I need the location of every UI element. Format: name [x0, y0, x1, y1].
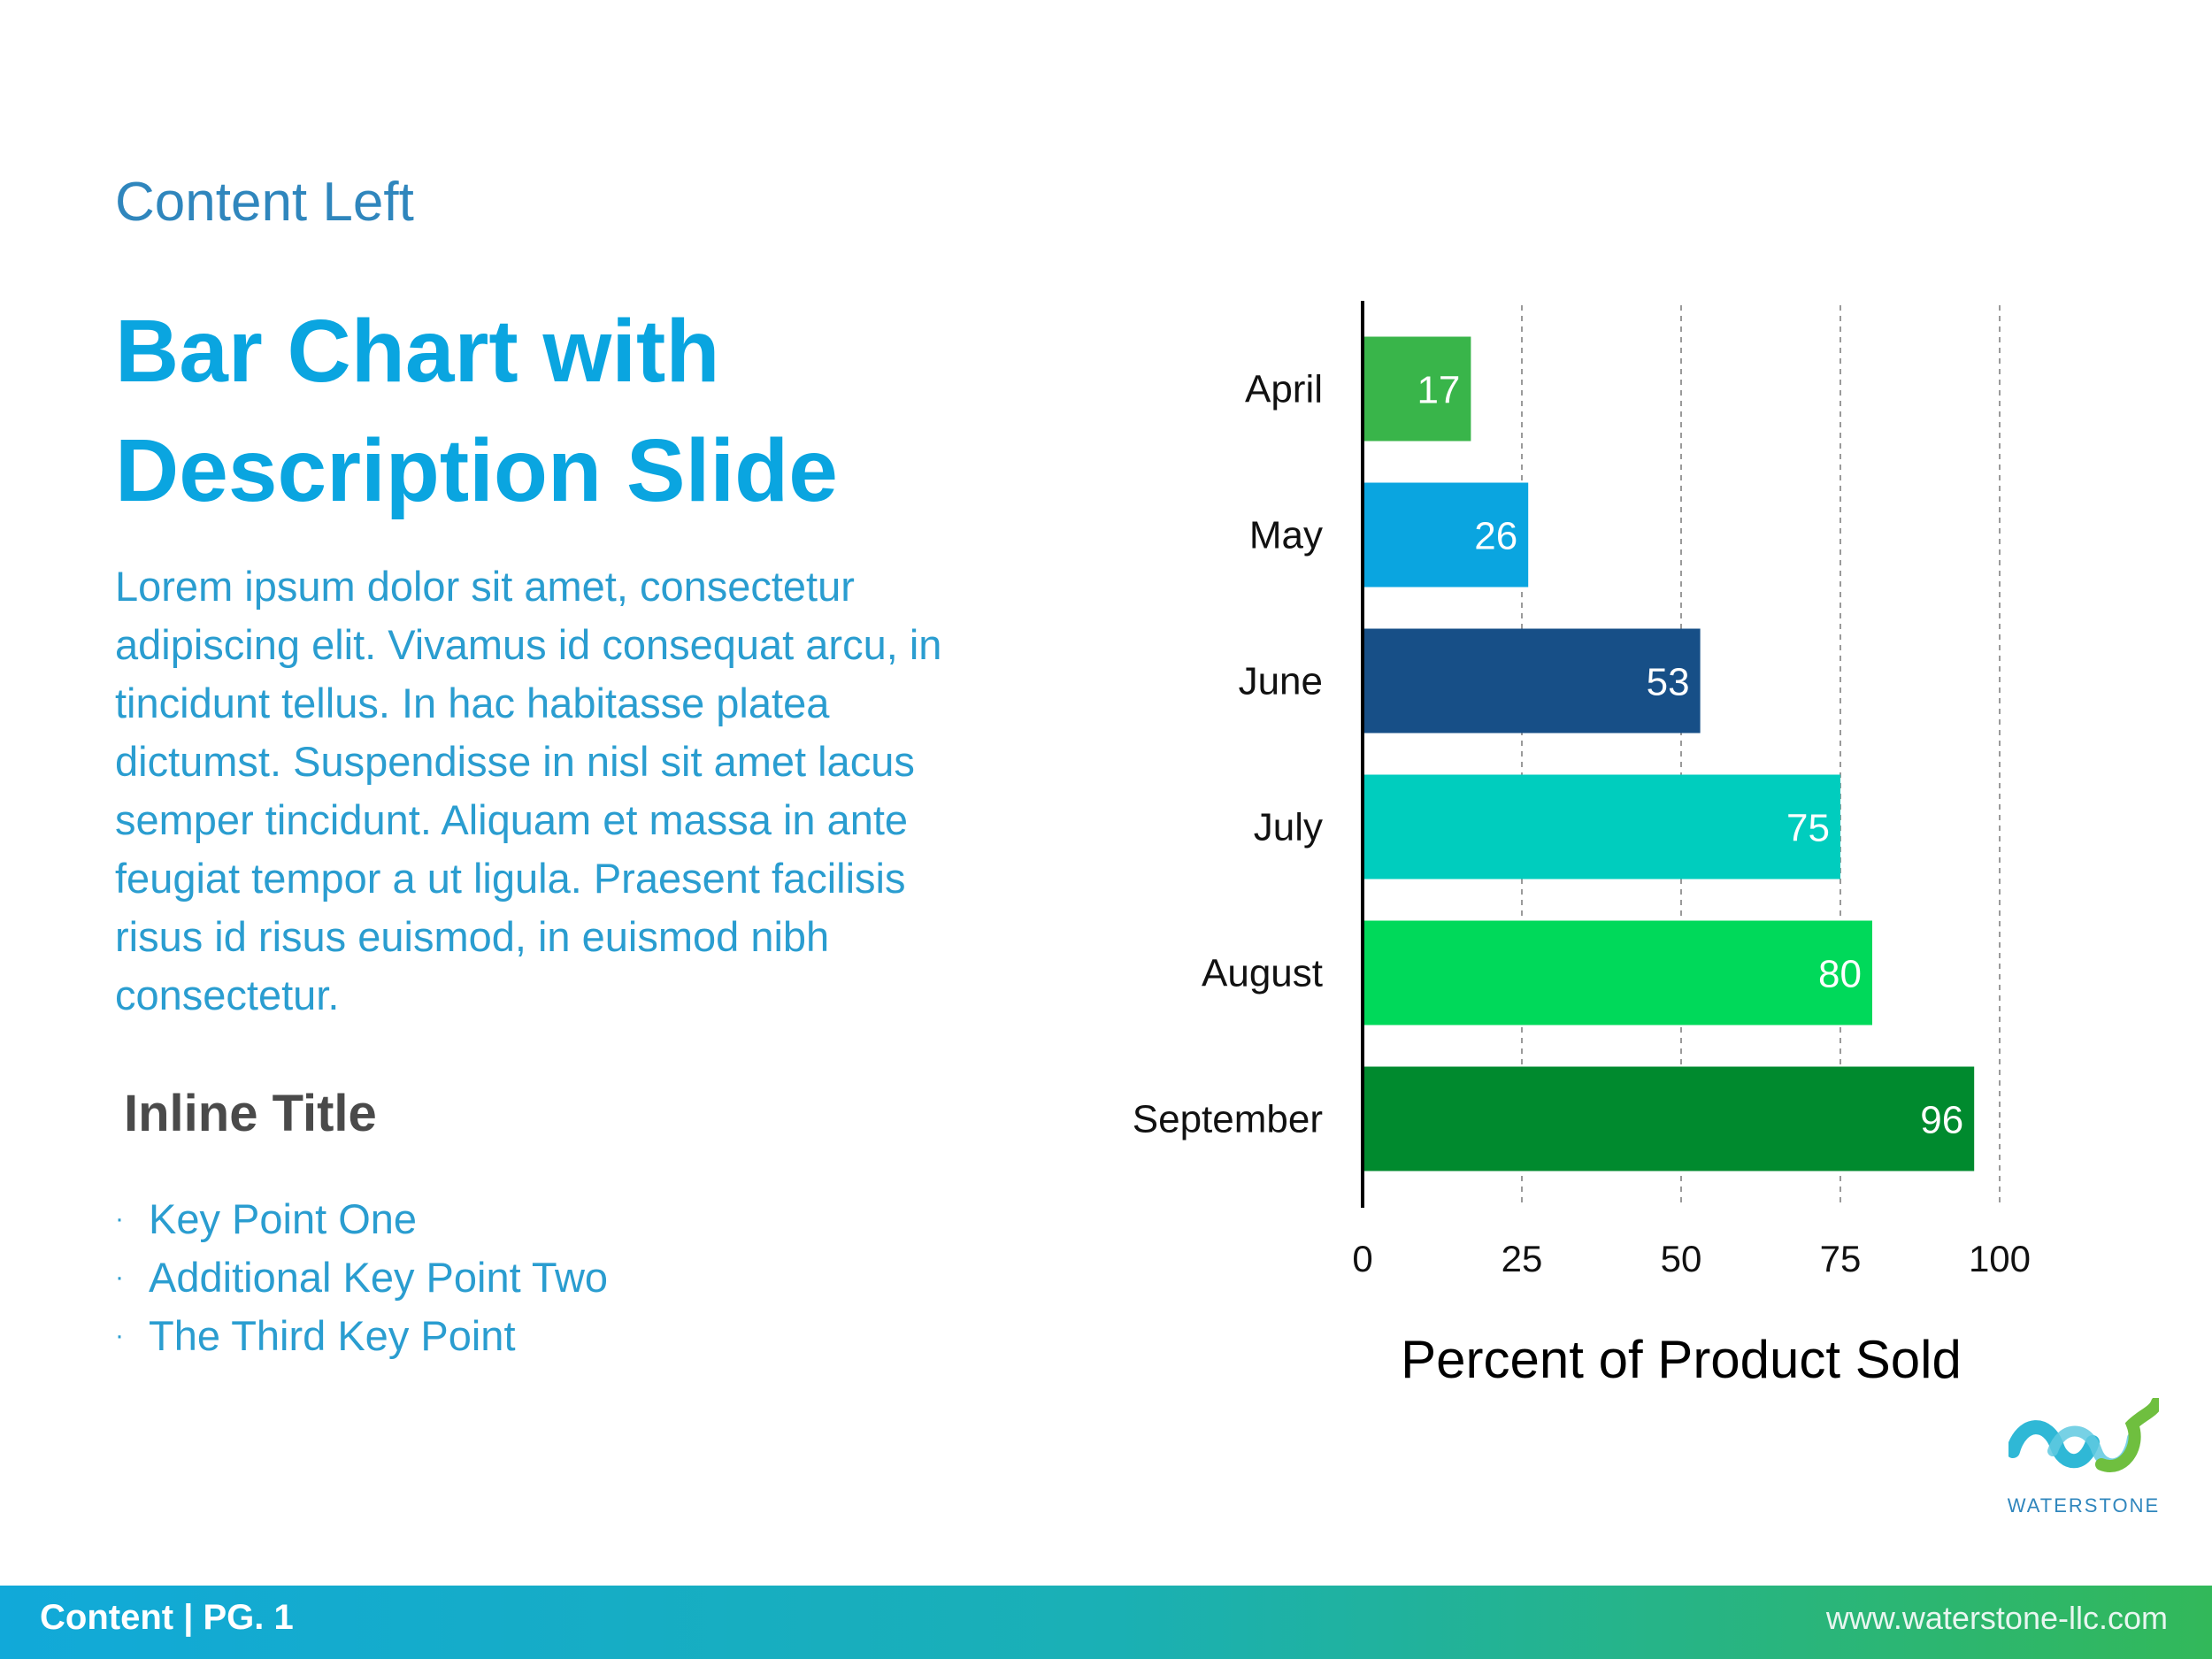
waterstone-logo: WATERSTONE: [2000, 1396, 2168, 1517]
description-paragraph: Lorem ipsum dolor sit amet, consectetur …: [115, 557, 1000, 1025]
slide-title-line-1: Bar Chart with: [115, 302, 720, 401]
x-tick-label: 100: [1969, 1238, 2031, 1279]
inline-title: Inline Title: [124, 1085, 377, 1142]
key-point-item: · The Third Key Point: [115, 1307, 608, 1365]
bar: [1363, 628, 1701, 733]
bullet-icon: ·: [115, 1321, 124, 1350]
logo-text: WATERSTONE: [2007, 1494, 2161, 1517]
x-axis-label: Percent of Product Sold: [1401, 1330, 1962, 1389]
bullet-icon: ·: [115, 1204, 124, 1233]
data-label: 96: [1920, 1099, 1963, 1142]
x-tick-label: 75: [1820, 1238, 1862, 1279]
description-line: Lorem ipsum dolor sit amet, consectetur: [115, 563, 855, 610]
key-points-list: · Key Point One · Additional Key Point T…: [115, 1190, 608, 1365]
data-label: 17: [1417, 369, 1460, 412]
data-label: 75: [1786, 807, 1830, 850]
description-line: dictumst. Suspendisse in nisl sit amet l…: [115, 738, 915, 785]
bar: [1363, 1066, 1975, 1171]
bullet-icon: ·: [115, 1263, 124, 1292]
bar: [1363, 774, 1840, 879]
key-point-text: Key Point One: [149, 1195, 418, 1242]
description-line: adipiscing elit. Vivamus id consequat ar…: [115, 621, 942, 668]
x-tick-label: 0: [1352, 1238, 1372, 1279]
waterstone-wave-logo-icon: [2006, 1396, 2163, 1472]
key-point-text: The Third Key Point: [149, 1312, 516, 1359]
x-tick-label: 50: [1661, 1238, 1702, 1279]
footer-bar: Content | PG. 1 www.waterstone-llc.com: [0, 1586, 2212, 1659]
key-point-text: Additional Key Point Two: [149, 1254, 609, 1301]
key-point-item: · Key Point One: [115, 1190, 608, 1248]
description-line: risus id risus euismod, in euismod nibh: [115, 913, 830, 960]
category-label: June: [1239, 660, 1323, 703]
x-tick-label: 25: [1502, 1238, 1543, 1279]
data-label: 53: [1647, 661, 1690, 704]
footer-website: www.waterstone-llc.com: [1825, 1600, 2168, 1636]
data-label: 80: [1818, 953, 1862, 996]
slide-title-line-2: Description Slide: [115, 421, 838, 520]
key-point-item: · Additional Key Point Two: [115, 1248, 608, 1307]
footer-page-label: Content | PG. 1: [40, 1598, 294, 1637]
bar: [1363, 482, 1529, 588]
bar: [1363, 920, 1872, 1025]
category-label: August: [1202, 952, 1323, 995]
description-line: semper tincidunt. Aliquam et massa in an…: [115, 796, 909, 843]
category-label: May: [1249, 514, 1323, 557]
category-label: July: [1254, 806, 1323, 849]
slide-subtitle: Content Left: [115, 172, 414, 233]
category-label: September: [1133, 1098, 1323, 1141]
data-label: 26: [1474, 515, 1517, 558]
description-line: consectetur.: [115, 972, 340, 1018]
bar: [1363, 336, 1471, 442]
description-line: feugiat tempor a ut ligula. Praesent fac…: [115, 855, 906, 902]
slide-title: Bar Chart with Description Slide: [115, 292, 1088, 531]
bar-chart: 17 April 26 May 53 June 75 July 80 August 96 Septem…: [1133, 301, 2031, 1389]
category-label: April: [1245, 368, 1323, 411]
description-line: tincidunt tellus. In hac habitasse plate…: [115, 680, 830, 726]
